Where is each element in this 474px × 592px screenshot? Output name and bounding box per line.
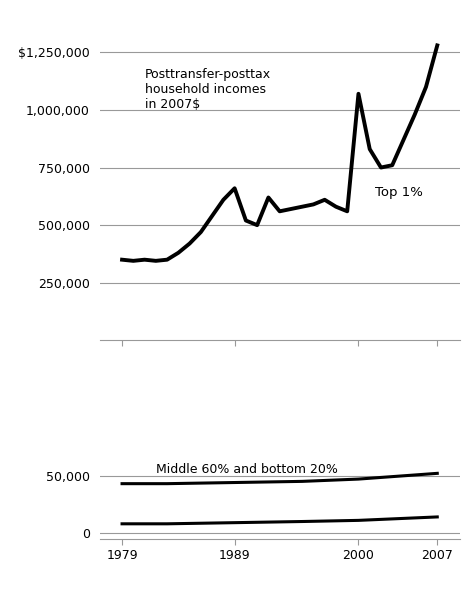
Text: Top 1%: Top 1% [375, 186, 423, 200]
Text: Posttransfer-posttax
household incomes
in 2007$: Posttransfer-posttax household incomes i… [145, 69, 271, 111]
Text: Middle 60% and bottom 20%: Middle 60% and bottom 20% [156, 463, 337, 476]
